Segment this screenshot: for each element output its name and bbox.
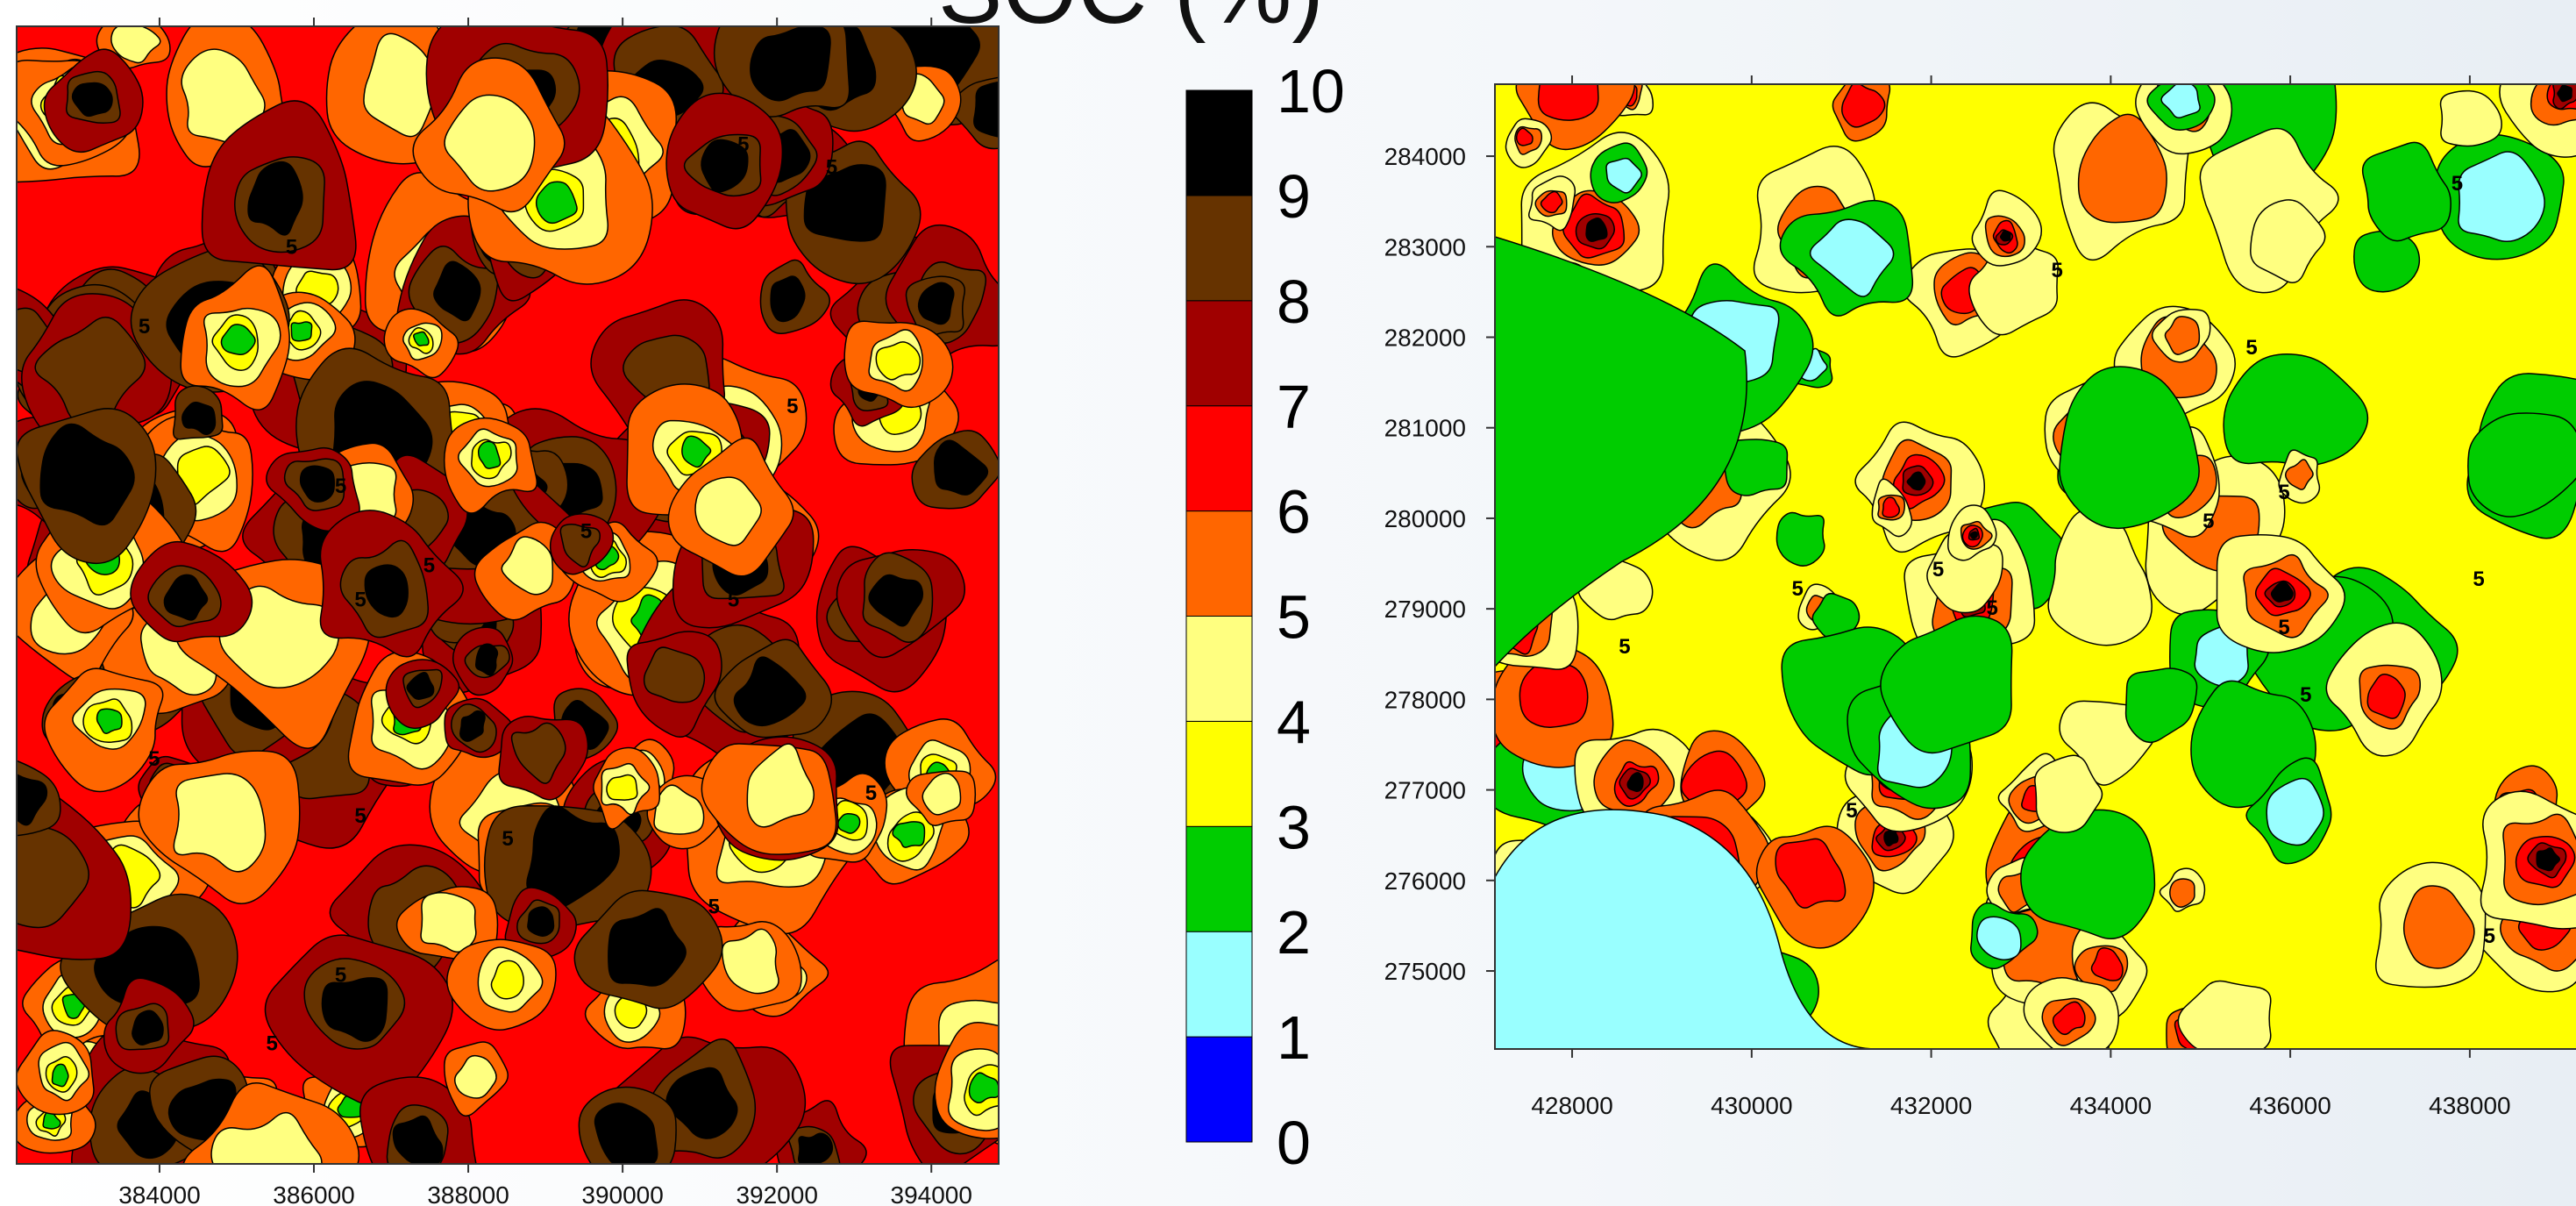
contour-label: 5 bbox=[826, 156, 837, 180]
legend-swatch bbox=[1186, 196, 1252, 301]
page: {"title": "SOC (%)", "legend": {"lim": [… bbox=[0, 0, 2576, 1206]
contour-label: 5 bbox=[335, 963, 346, 987]
legend-label: 6 bbox=[1277, 478, 1311, 546]
y-tick-label: 283000 bbox=[1384, 233, 1466, 260]
contour-label: 5 bbox=[2278, 616, 2289, 639]
legend-swatch bbox=[1186, 301, 1252, 406]
contour-label: 5 bbox=[708, 896, 720, 919]
legend-swatch bbox=[1186, 617, 1252, 722]
y-tick-label: 277000 bbox=[1384, 777, 1466, 804]
legend-swatch bbox=[1186, 721, 1252, 826]
legend-swatch bbox=[1186, 511, 1252, 617]
x-tick-label: 392000 bbox=[736, 1181, 817, 1206]
y-tick-label: 276000 bbox=[1384, 867, 1466, 895]
x-tick-label: 394000 bbox=[891, 1181, 972, 1206]
contour-label: 5 bbox=[786, 395, 798, 418]
right-map-field bbox=[1424, 18, 2576, 1101]
y-tick-label: 279000 bbox=[1384, 596, 1466, 623]
y-tick-label: 284000 bbox=[1384, 143, 1466, 170]
legend-swatch bbox=[1186, 826, 1252, 931]
legend-label: 10 bbox=[1277, 57, 1345, 125]
contour-label: 5 bbox=[286, 235, 297, 259]
contour-region bbox=[1519, 662, 1587, 727]
contour-label: 5 bbox=[580, 520, 592, 544]
left-map-field bbox=[0, 0, 1058, 1206]
contour-label: 5 bbox=[2245, 336, 2257, 360]
contour-region bbox=[607, 774, 637, 800]
contour-region bbox=[2170, 879, 2195, 907]
legend-label: 9 bbox=[1277, 162, 1311, 231]
contour-label: 5 bbox=[2051, 259, 2062, 282]
contour-label: 5 bbox=[1987, 596, 1998, 620]
x-tick-label: 384000 bbox=[118, 1181, 200, 1206]
legend-swatch bbox=[1186, 406, 1252, 511]
contour-region bbox=[1970, 532, 1977, 539]
contour-label: 5 bbox=[2202, 510, 2214, 533]
legend-swatch bbox=[1186, 931, 1252, 1037]
contour-label: 5 bbox=[2473, 567, 2484, 591]
contour-label: 5 bbox=[502, 827, 513, 851]
contour-label: 5 bbox=[737, 133, 749, 157]
contour-label: 5 bbox=[423, 554, 435, 578]
y-tick-label: 280000 bbox=[1384, 505, 1466, 532]
x-tick-label: 430000 bbox=[1711, 1092, 1792, 1119]
y-tick-label: 282000 bbox=[1384, 324, 1466, 351]
contour-label: 5 bbox=[148, 747, 160, 771]
contour-label: 5 bbox=[354, 588, 366, 611]
y-tick-label: 278000 bbox=[1384, 686, 1466, 713]
title: SOC (%) bbox=[938, 0, 1324, 44]
x-tick-label: 428000 bbox=[1531, 1092, 1612, 1119]
contour-label: 5 bbox=[335, 475, 346, 498]
x-tick-label: 436000 bbox=[2249, 1092, 2330, 1119]
legend-label: 0 bbox=[1277, 1109, 1311, 1177]
contour-label: 5 bbox=[139, 315, 150, 339]
contour-label: 5 bbox=[2300, 683, 2311, 707]
y-tick-label: 281000 bbox=[1384, 415, 1466, 442]
legend-label: 1 bbox=[1277, 1003, 1311, 1072]
legend-label: 5 bbox=[1277, 583, 1311, 652]
contour-label: 5 bbox=[267, 1031, 278, 1055]
legend-label: 3 bbox=[1277, 793, 1311, 861]
contour-region bbox=[421, 893, 476, 953]
x-tick-label: 388000 bbox=[427, 1181, 509, 1206]
contour-label: 5 bbox=[1846, 799, 1857, 823]
legend-swatch bbox=[1186, 90, 1252, 196]
contour-label: 5 bbox=[1619, 635, 1630, 659]
contour-label: 5 bbox=[1932, 558, 1944, 582]
contour-label: 5 bbox=[2451, 172, 2463, 196]
contour-label: 5 bbox=[865, 781, 877, 805]
x-tick-label: 432000 bbox=[1890, 1092, 1972, 1119]
legend-label: 7 bbox=[1277, 373, 1311, 441]
contour-label: 5 bbox=[1792, 577, 1804, 601]
legend-label: 8 bbox=[1277, 268, 1311, 336]
y-tick-label: 275000 bbox=[1384, 958, 1466, 985]
contour-region bbox=[876, 342, 920, 380]
contour-region bbox=[838, 814, 860, 833]
contour-label: 5 bbox=[2278, 481, 2289, 504]
legend-label: 2 bbox=[1277, 898, 1311, 967]
x-tick-label: 438000 bbox=[2429, 1092, 2510, 1119]
contour-label: 5 bbox=[354, 804, 366, 828]
x-tick-label: 390000 bbox=[581, 1181, 663, 1206]
legend-swatch bbox=[1186, 1037, 1252, 1142]
contour-region bbox=[52, 1064, 68, 1086]
contour-label: 5 bbox=[728, 588, 739, 611]
contour-region bbox=[291, 322, 311, 341]
legend-label: 4 bbox=[1277, 688, 1311, 756]
figure: SOC (%) 38400038600038800039000039200039… bbox=[0, 0, 2576, 1206]
contour-region bbox=[479, 653, 495, 666]
contour-label: 5 bbox=[2484, 924, 2495, 948]
x-tick-label: 386000 bbox=[273, 1181, 354, 1206]
x-tick-label: 434000 bbox=[2070, 1092, 2152, 1119]
